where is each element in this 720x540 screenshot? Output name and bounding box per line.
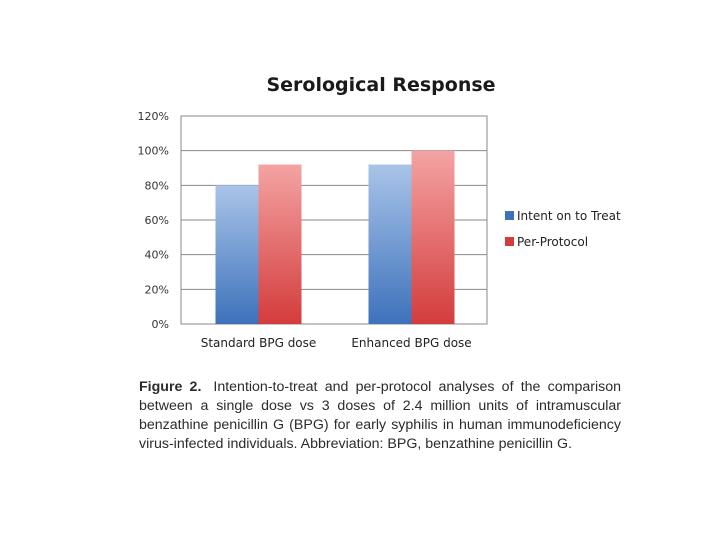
bar-chart: Serological Response 0% 20% 40% 60% 80% 100% 1… xyxy=(138,74,621,350)
bar-intention-to-treat xyxy=(368,164,412,324)
figure-caption: Figure 2. Intention-to-treat and per-prot… xyxy=(139,378,621,454)
y-tick-label: 80% xyxy=(145,179,169,192)
bar-per-protocol xyxy=(258,164,302,324)
legend: Intent on to Treat Per-Protocol xyxy=(505,209,621,249)
x-category-label: Standard BPG dose xyxy=(201,336,317,350)
y-tick-label: 60% xyxy=(145,214,169,227)
bar-intention-to-treat xyxy=(215,185,259,324)
legend-label: Intent on to Treat xyxy=(517,209,621,223)
y-tick-label: 40% xyxy=(145,249,169,262)
legend-swatch xyxy=(505,211,514,220)
bar-per-protocol xyxy=(411,150,455,324)
chart-title: Serological Response xyxy=(266,74,495,96)
y-tick-label: 0% xyxy=(152,318,169,331)
bars xyxy=(215,150,455,324)
y-axis-ticks: 0% 20% 40% 60% 80% 100% 120% xyxy=(138,110,169,331)
x-axis-categories: Standard BPG dose Enhanced BPG dose xyxy=(201,336,472,350)
legend-swatch xyxy=(505,237,514,246)
x-category-label: Enhanced BPG dose xyxy=(351,336,471,350)
y-tick-label: 100% xyxy=(138,145,169,158)
y-tick-label: 20% xyxy=(145,283,169,296)
figure-caption-text: Intention-to-treat and per-protocol anal… xyxy=(139,379,621,452)
y-tick-label: 120% xyxy=(138,110,169,123)
legend-label: Per-Protocol xyxy=(517,235,588,249)
figure-label: Figure 2. xyxy=(139,379,202,395)
